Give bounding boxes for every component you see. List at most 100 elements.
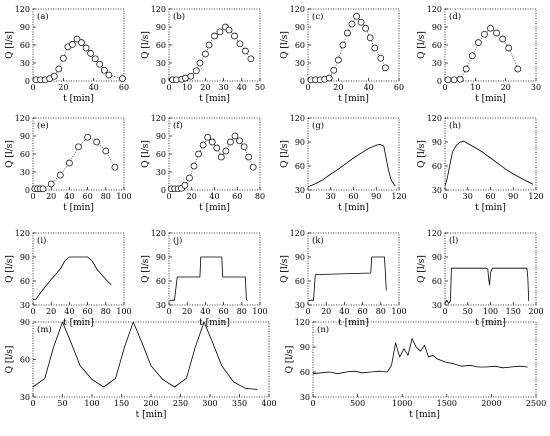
x-tick-label: 100 [84, 399, 99, 408]
data-point [382, 64, 389, 72]
x-tick-label: 60 [219, 307, 229, 316]
x-axis-label: t [min] [63, 318, 94, 328]
panel-l: 0 50 100 150 200 30 60 90 120 t [min] Q [l/s] (l) [417, 229, 544, 328]
y-tick-label: 30 [20, 393, 30, 402]
x-tick-label: 0 [30, 83, 35, 92]
data-point [119, 75, 126, 82]
data-point [217, 153, 225, 161]
x-tick-label: 1000 [392, 399, 412, 408]
data-point [196, 59, 204, 67]
series-line [168, 256, 248, 302]
y-tick-label: 90 [295, 138, 305, 147]
x-tick-label: 200 [143, 399, 158, 408]
x-tick-label: 0 [442, 307, 447, 316]
y-axis-label: Q [l/s] [280, 31, 290, 59]
panel-a: 0 20 40 60 0 30 60 90 120 t [min] Q [l/s] (a) [5, 5, 129, 104]
y-tick-label: 30 [20, 168, 30, 177]
data-point [181, 181, 189, 189]
data-point [56, 171, 64, 179]
x-tick-label: 30 [326, 192, 336, 201]
y-tick-label: 30 [20, 301, 30, 310]
y-tick-label: 30 [20, 59, 30, 68]
x-tick-label: 40 [89, 83, 99, 92]
data-point [357, 18, 365, 26]
data-point [50, 72, 58, 80]
y-tick-label: 30 [432, 186, 442, 195]
y-axis-label: Q [l/s] [417, 255, 427, 283]
panel-f: 0 20 40 60 80 0 30 60 90 120 t [min] Q [l/s] (f) [141, 114, 265, 213]
data-point [468, 52, 476, 60]
x-tick-label: 20 [182, 307, 192, 316]
x-axis-label: t [min] [63, 94, 94, 104]
x-tick-label: 2000 [481, 399, 501, 408]
y-tick-label: 60 [432, 41, 442, 50]
y-tick-label: 90 [295, 23, 305, 32]
y-tick-label: 0 [161, 186, 166, 195]
x-tick-label: 80 [101, 307, 111, 316]
data-point [487, 24, 494, 32]
y-tick-label: 120 [15, 229, 30, 238]
series-line [444, 267, 530, 304]
data-point [96, 60, 104, 68]
data-point [47, 180, 55, 188]
data-point [202, 50, 209, 58]
y-axis-label: Q [l/s] [417, 31, 427, 59]
data-point [499, 35, 506, 43]
plot-frame [168, 232, 261, 306]
data-point [172, 76, 180, 84]
data-point [330, 66, 338, 74]
x-tick-label: 250 [173, 399, 188, 408]
x-axis-label: t [min] [409, 410, 440, 420]
panel-label: (e) [37, 120, 49, 131]
x-tick-label: 20 [58, 83, 68, 92]
panel-label: (h) [449, 120, 461, 131]
y-tick-label: 120 [15, 5, 30, 14]
x-tick-label: 30 [463, 192, 473, 201]
y-tick-label: 120 [15, 114, 30, 123]
data-point [190, 162, 198, 170]
y-tick-label: 90 [432, 23, 442, 32]
x-tick-label: 60 [348, 192, 358, 201]
data-point [211, 32, 218, 40]
y-tick-label: 90 [20, 132, 30, 141]
x-tick-label: 50 [255, 83, 265, 92]
y-axis-label: Q [l/s] [5, 140, 15, 168]
panel-d: 0 10 20 30 0 30 60 90 120 t [min] Q [l/s] (d) [417, 5, 541, 104]
data-point [111, 163, 119, 171]
y-tick-label: 60 [20, 356, 30, 365]
y-tick-label: 120 [427, 229, 442, 238]
x-tick-label: 120 [391, 192, 406, 201]
x-axis-label: t [min] [63, 203, 94, 213]
y-tick-label: 90 [300, 343, 310, 352]
plot-frame [312, 321, 537, 398]
data-point [78, 39, 85, 46]
x-tick-label: 60 [83, 192, 93, 201]
data-point [75, 143, 82, 151]
y-axis-label: Q [l/s] [141, 140, 151, 168]
x-tick-label: 40 [64, 192, 74, 201]
x-tick-label: 10 [470, 83, 480, 92]
x-tick-label: 0 [442, 83, 447, 92]
data-point [353, 12, 360, 20]
panel-label: (b) [173, 11, 185, 22]
x-axis-label: t [min] [199, 94, 230, 104]
y-tick-label: 60 [300, 368, 310, 377]
data-point [102, 147, 110, 155]
data-point [325, 74, 333, 82]
data-point [73, 35, 81, 43]
data-point [186, 174, 193, 182]
y-tick-label: 90 [295, 253, 305, 262]
data-point [84, 133, 91, 141]
y-tick-label: 60 [432, 277, 442, 286]
x-tick-label: 2500 [526, 399, 546, 408]
x-tick-label: 0 [30, 399, 35, 408]
x-axis-label: t [min] [338, 318, 369, 328]
data-point [456, 75, 464, 83]
data-point [182, 74, 189, 82]
y-tick-label: 120 [427, 5, 442, 14]
plot-frame [307, 232, 400, 306]
data-point [236, 40, 244, 48]
x-tick-label: 40 [200, 307, 210, 316]
data-point [377, 54, 385, 62]
x-tick-label: 150 [114, 399, 129, 408]
